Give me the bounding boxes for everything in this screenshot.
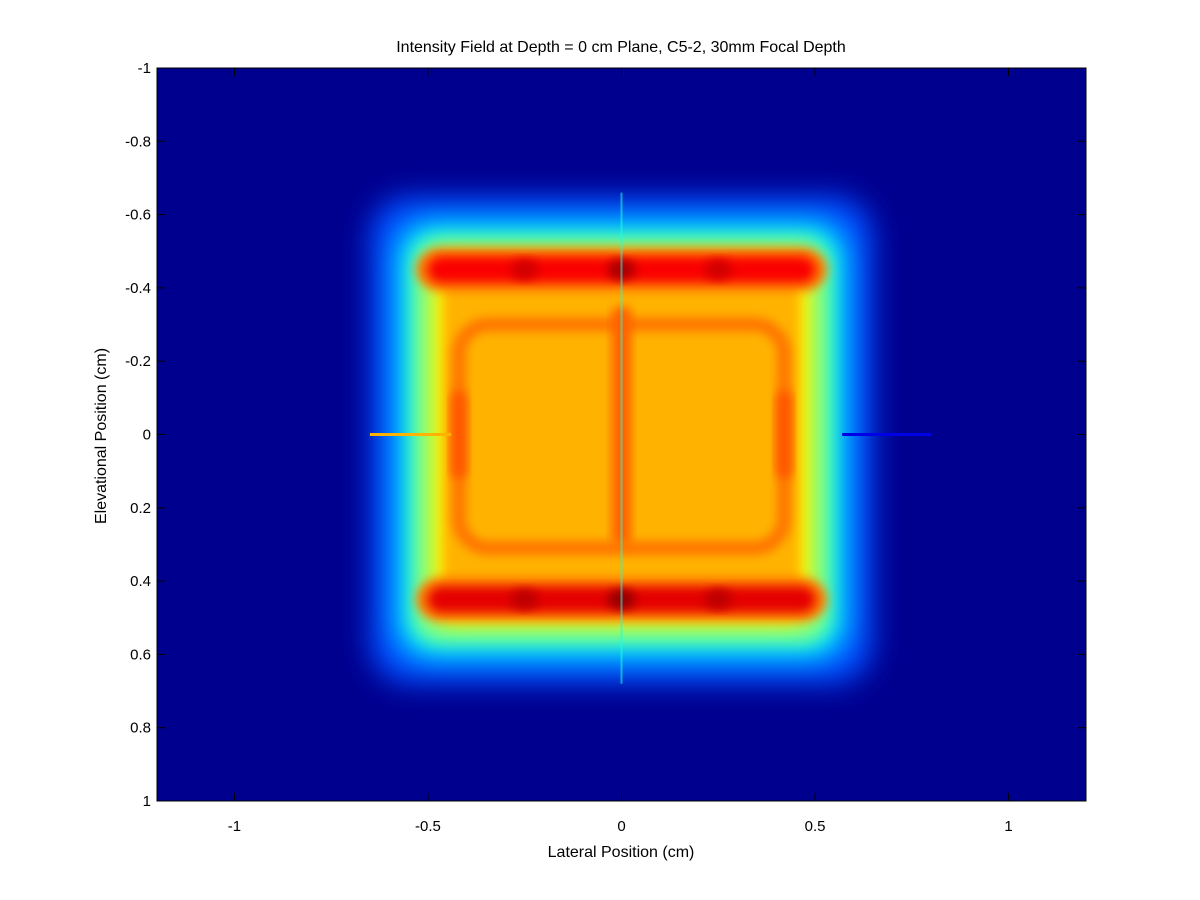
field-hotspot-1-3 — [704, 259, 733, 280]
y-tick-label: -0.2 — [125, 353, 151, 370]
field-hotspot-1-1 — [510, 259, 539, 280]
y-tick-label: -1 — [138, 60, 151, 77]
field-side-streak-1 — [451, 390, 467, 479]
y-tick-label: -0.4 — [125, 280, 151, 297]
x-axis-ticks: -1 -0.5 0 0.5 1 — [228, 68, 1013, 835]
y-tick-label: 0 — [143, 427, 151, 444]
x-tick-label: 0 — [617, 818, 625, 835]
y-axis-ticks: -1 -0.8 -0.6 -0.4 -0.2 0 0.2 0.4 0.6 0.8 1 — [125, 60, 1086, 810]
field-side-streak-2 — [776, 390, 792, 479]
y-tick-label: -0.6 — [125, 207, 151, 224]
y-axis-label: Elevational Position (cm) — [93, 348, 110, 524]
plot-area — [157, 68, 1086, 801]
field-hotspot-2-1 — [510, 589, 539, 610]
field-hotspot-2-3 — [704, 589, 733, 610]
x-tick-label: -1 — [228, 818, 241, 835]
y-tick-label: 0.2 — [130, 500, 151, 517]
y-tick-label: 1 — [143, 793, 151, 810]
chart-title: Intensity Field at Depth = 0 cm Plane, C… — [396, 39, 846, 56]
x-axis-label: Lateral Position (cm) — [548, 844, 695, 861]
x-tick-label: 1 — [1004, 818, 1012, 835]
x-tick-label: -0.5 — [415, 818, 441, 835]
y-tick-label: 0.8 — [130, 720, 151, 737]
heatmap-field — [369, 192, 932, 684]
y-tick-label: 0.6 — [130, 646, 151, 663]
x-tick-label: 0.5 — [805, 818, 826, 835]
y-tick-label: 0.4 — [130, 573, 151, 590]
y-tick-label: -0.8 — [125, 133, 151, 150]
